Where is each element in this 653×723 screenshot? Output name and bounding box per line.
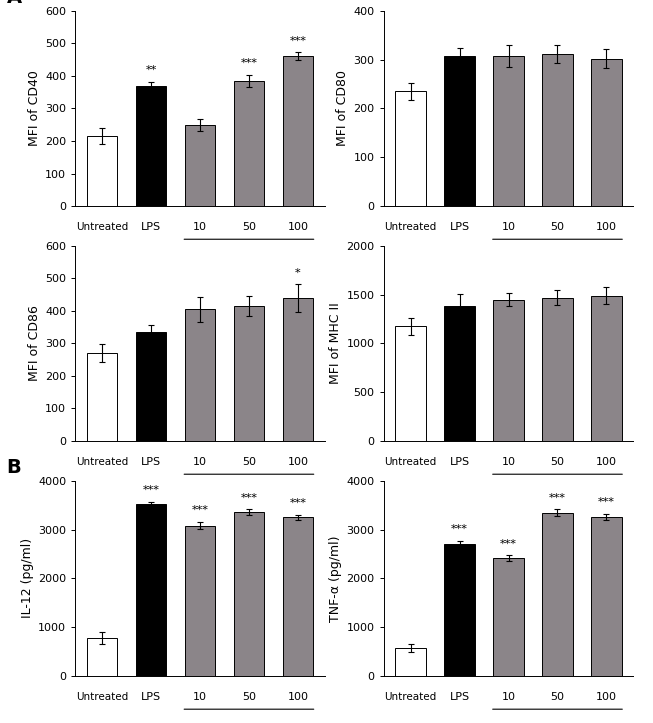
Y-axis label: MFI of CD86: MFI of CD86	[28, 306, 40, 381]
Bar	[185, 124, 215, 206]
Bar	[185, 309, 215, 441]
Bar	[234, 512, 264, 676]
Text: PFPS (μg): PFPS (μg)	[531, 488, 584, 498]
Text: ***: ***	[191, 505, 208, 515]
Bar	[283, 56, 313, 206]
Text: Untreated: Untreated	[76, 222, 128, 231]
Text: 50: 50	[242, 222, 256, 231]
Text: LPS: LPS	[449, 457, 470, 466]
Bar	[542, 298, 573, 441]
Bar	[592, 517, 622, 676]
Text: PFPS (μg): PFPS (μg)	[222, 253, 276, 263]
Text: Untreated: Untreated	[385, 457, 437, 466]
Text: ***: ***	[289, 35, 306, 46]
Y-axis label: IL-12 (pg/ml): IL-12 (pg/ml)	[21, 539, 34, 618]
Text: Untreated: Untreated	[76, 457, 128, 466]
Text: ***: ***	[240, 58, 257, 68]
Text: 50: 50	[242, 692, 256, 701]
Text: 50: 50	[550, 692, 564, 701]
Text: ***: ***	[289, 498, 306, 508]
Text: PFPS (μg): PFPS (μg)	[531, 253, 584, 263]
Y-axis label: MFI of CD80: MFI of CD80	[336, 70, 349, 147]
Bar	[396, 326, 426, 441]
Text: A: A	[7, 0, 22, 7]
Bar	[445, 307, 475, 441]
Bar	[592, 59, 622, 206]
Text: LPS: LPS	[449, 692, 470, 701]
Text: 50: 50	[550, 222, 564, 231]
Text: ***: ***	[500, 539, 517, 548]
Text: 100: 100	[596, 222, 617, 231]
Bar	[283, 518, 313, 676]
Text: LPS: LPS	[141, 457, 161, 466]
Text: LPS: LPS	[141, 692, 161, 701]
Text: 100: 100	[287, 692, 308, 701]
Bar	[136, 332, 167, 441]
Text: 50: 50	[550, 457, 564, 466]
Text: ***: ***	[240, 492, 257, 502]
Text: 10: 10	[193, 457, 207, 466]
Bar	[87, 136, 118, 206]
Text: PFPS (μg): PFPS (μg)	[222, 488, 276, 498]
Text: 50: 50	[242, 457, 256, 466]
Text: 100: 100	[596, 692, 617, 701]
Bar	[396, 91, 426, 206]
Text: LPS: LPS	[449, 222, 470, 231]
Bar	[396, 648, 426, 676]
Text: 10: 10	[193, 222, 207, 231]
Bar	[87, 353, 118, 441]
Bar	[234, 306, 264, 441]
Text: B: B	[7, 458, 22, 477]
Text: 10: 10	[502, 222, 515, 231]
Bar	[283, 298, 313, 441]
Bar	[542, 513, 573, 676]
Text: ***: ***	[549, 492, 566, 502]
Y-axis label: MFI of CD40: MFI of CD40	[28, 71, 40, 146]
Text: 10: 10	[193, 692, 207, 701]
Bar	[185, 526, 215, 676]
Bar	[445, 56, 475, 206]
Text: ***: ***	[142, 484, 159, 495]
Text: Untreated: Untreated	[385, 692, 437, 701]
Text: LPS: LPS	[141, 222, 161, 231]
Text: 100: 100	[287, 457, 308, 466]
Bar	[234, 81, 264, 206]
Bar	[542, 54, 573, 206]
Bar	[87, 638, 118, 676]
Text: 100: 100	[596, 457, 617, 466]
Text: 10: 10	[502, 457, 515, 466]
Bar	[592, 296, 622, 441]
Text: Untreated: Untreated	[385, 222, 437, 231]
Text: *: *	[295, 268, 301, 278]
Text: 100: 100	[287, 222, 308, 231]
Bar	[494, 56, 524, 206]
Text: ***: ***	[598, 497, 615, 507]
Text: ***: ***	[451, 523, 468, 534]
Bar	[136, 85, 167, 206]
Text: 10: 10	[502, 692, 515, 701]
Bar	[494, 558, 524, 676]
Bar	[494, 299, 524, 441]
Bar	[445, 544, 475, 676]
Text: Untreated: Untreated	[76, 692, 128, 701]
Text: **: **	[146, 65, 157, 75]
Y-axis label: MFI of MHC II: MFI of MHC II	[329, 302, 342, 385]
Y-axis label: TNF-α (pg/ml): TNF-α (pg/ml)	[329, 535, 342, 622]
Bar	[136, 504, 167, 676]
